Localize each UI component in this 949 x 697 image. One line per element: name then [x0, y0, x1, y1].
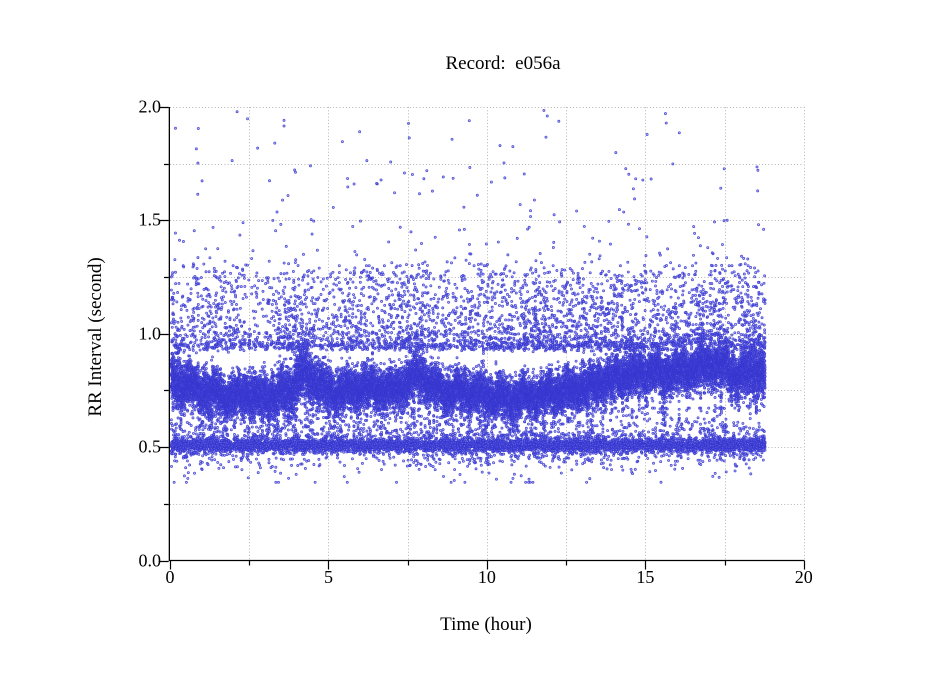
y-tick-label: 1.0	[138, 323, 162, 344]
chart-title: Record: e056a	[445, 53, 561, 74]
y-tick-label: 1.5	[138, 209, 162, 230]
y-tick-label: 2.0	[138, 96, 162, 117]
y-tick-label: 0.5	[138, 436, 162, 457]
x-tick-label: 5	[323, 567, 333, 587]
y-tick-label: 0.0	[138, 550, 162, 570]
x-tick-label: 10	[477, 567, 496, 587]
x-tick-label: 0	[165, 567, 175, 587]
x-tick-label: 20	[794, 567, 813, 587]
x-tick-label: 15	[636, 567, 655, 587]
x-axis-title: Time (hour)	[440, 614, 532, 635]
y-axis-title: RR Interval (second)	[85, 257, 106, 417]
